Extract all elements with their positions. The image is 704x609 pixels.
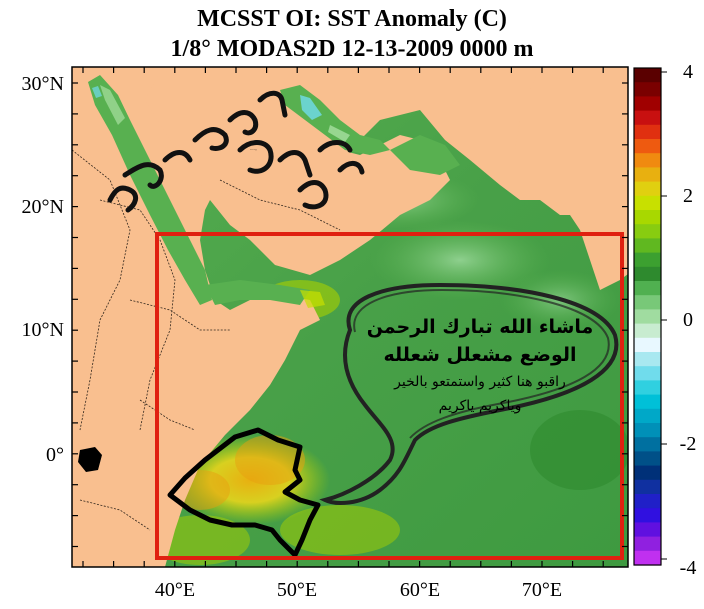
lat-label: 10°N [22,319,64,341]
colorbar-swatch [634,181,661,197]
colorbar-label: -2 [680,433,697,455]
arabic-annotation-2: الوضع مشعلل شعلله [383,344,576,366]
warm-region-outline [167,427,321,558]
lon-label: 50°E [277,579,317,601]
colorbar-swatch [634,295,661,310]
island-lake [78,447,102,472]
colorbar-swatch [634,238,661,254]
colorbar-swatch [634,323,661,339]
colorbar-swatch [634,394,661,410]
colorbar-labels: 4 2 0 -2 -4 [680,61,697,579]
lat-label: 0° [46,444,64,466]
colorbar-swatch [634,550,661,566]
colorbar-swatch [634,423,661,438]
colorbar-swatch [634,252,661,268]
red-sea [88,75,212,305]
land-arabian-peninsula [145,70,450,275]
map-frame [71,66,629,568]
colorbar-swatch [634,465,661,481]
colorbar-swatch [634,96,661,112]
colorbar-swatch [634,167,661,183]
colorbar-swatch [634,479,661,495]
axis-ticks [72,67,628,567]
lon-labels: 40°E 50°E 60°E 70°E [155,579,562,601]
colorbar-swatch [634,224,661,239]
lat-label: 30°N [22,73,64,95]
colorbar-swatch [634,281,661,296]
colorbar-label: 0 [683,309,693,331]
colorbar-swatch [634,124,661,140]
colorbar-label: 4 [683,61,693,83]
colorbar-swatch [634,195,661,211]
colorbar-swatch [634,352,661,367]
map-title-line2: 1/8° MODAS2D 12-13-2009 0000 m [170,36,534,62]
colorbar-swatch [634,110,661,126]
colorbar-swatch [634,82,661,97]
colorbar-swatch [634,210,661,225]
lat-label: 20°N [22,196,64,218]
colorbar-swatch [634,494,661,509]
region-box [155,232,624,560]
handwriting-text: ودراسة عميقة [250,149,258,151]
colorbar-frame [633,67,662,566]
lon-label: 70°E [522,579,562,601]
arabic-annotation-3: راقبو هنا كثير واستمتعو بالخير [393,374,566,390]
colorbar-swatch [634,508,661,523]
arabic-annotation-1: ماشاء الله تبارك الرحمن [367,316,594,338]
colorbar-swatch [634,309,661,325]
colorbar-swatch [634,366,661,381]
handwriting-scribble [107,90,365,213]
colorbar-swatch [634,139,661,154]
colorbar-swatch [634,266,661,282]
colorbar-swatch [634,380,661,396]
colorbar-label: -4 [680,557,697,579]
colorbar [634,68,667,566]
colorbar-swatch [634,522,661,538]
map-title-line1: MCSST OI: SST Anomaly (C) [197,6,507,32]
colorbar-swatch [634,536,661,552]
colorbar-swatch [634,68,661,83]
arabic-annotation-4: وياكريم ياكريم [439,398,522,414]
colorbar-label: 2 [683,185,693,207]
colorbar-swatch [634,337,661,353]
colorbar-swatch [634,451,661,467]
colorbar-swatch [634,437,661,452]
lat-labels: 30°N 20°N 10°N 0° [22,73,64,466]
map-canvas [72,67,628,567]
colorbar-swatch [634,153,661,168]
highlight-oval [319,282,619,505]
lon-label: 60°E [400,579,440,601]
colorbar-swatch [634,408,661,424]
lon-label: 40°E [155,579,195,601]
